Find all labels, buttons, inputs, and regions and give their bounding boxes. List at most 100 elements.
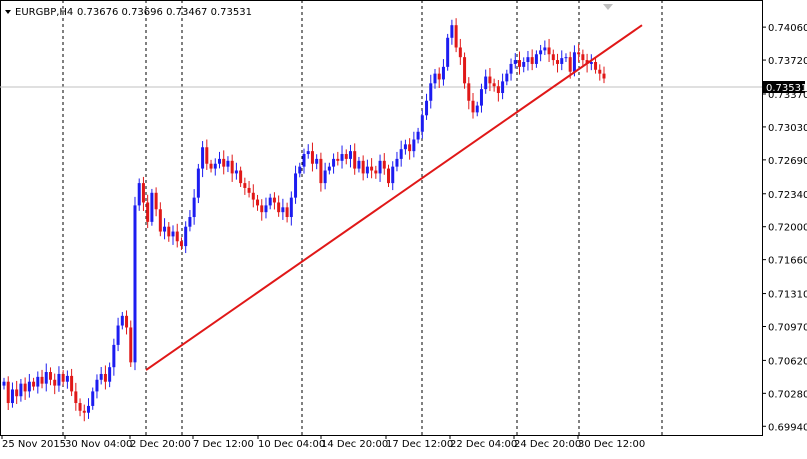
candle-body [463, 57, 467, 84]
candle-body [315, 158, 319, 164]
candle-body [201, 147, 205, 169]
candle-body [471, 100, 475, 113]
candle-body [433, 73, 437, 84]
candle-body [78, 403, 82, 411]
candle-body [116, 325, 120, 345]
x-tick-label: 17 Dec 12:00 [386, 439, 453, 450]
candle-body [74, 391, 78, 404]
y-tick-label: 0.69940 [768, 422, 807, 433]
candle-body [70, 375, 74, 392]
y-tick-label: 0.70280 [768, 389, 807, 400]
candle-body [450, 25, 454, 38]
candle-body [294, 173, 298, 198]
shift-marker-icon[interactable] [603, 4, 613, 10]
candle-body [108, 367, 112, 382]
candle-body [234, 170, 238, 174]
candle-body [65, 375, 69, 382]
candle-body [82, 410, 86, 413]
candle-body [602, 73, 606, 79]
candle-body [298, 166, 302, 174]
candle-body [137, 183, 141, 206]
candle-body [391, 166, 395, 184]
candle-body [425, 100, 429, 116]
candle-body [581, 54, 585, 61]
candle-body [163, 226, 167, 232]
candles-group [2, 18, 606, 422]
candle-body [95, 379, 99, 392]
candle-body [19, 383, 23, 397]
candle-body [437, 73, 441, 80]
candle-body [585, 60, 589, 64]
candle-body [306, 151, 310, 155]
candle-body [2, 381, 6, 386]
candle-body [340, 154, 344, 161]
candle-body [167, 226, 171, 237]
candle-body [175, 231, 179, 242]
candle-body [44, 372, 48, 384]
candle-body [192, 197, 196, 218]
candle-body [323, 170, 327, 184]
x-tick-label: 24 Dec 20:00 [514, 439, 581, 450]
candle-body [509, 63, 513, 74]
plot-area[interactable] [0, 0, 763, 436]
candle-body [568, 57, 572, 72]
candle-body [378, 160, 382, 174]
candle-body [125, 315, 129, 328]
candle-body [517, 60, 521, 67]
current-price-label: 0.73531 [766, 83, 807, 94]
candle-body [467, 83, 471, 101]
candle-body [277, 202, 281, 213]
x-tick-label: 2 Dec 20:00 [130, 439, 191, 450]
candle-body [239, 170, 243, 184]
candle-body [332, 158, 336, 167]
dropdown-triangle-icon[interactable] [5, 10, 11, 14]
x-tick-label: 30 Dec 12:00 [578, 439, 645, 450]
candle-body [416, 131, 420, 140]
candle-body [547, 47, 551, 55]
candle-body [594, 62, 598, 70]
candle-body [370, 166, 374, 171]
candle-body [564, 57, 568, 59]
candle-body [598, 69, 602, 74]
candle-body [344, 154, 348, 159]
candle-body [534, 54, 538, 64]
candle-body [454, 25, 458, 48]
candle-body [91, 391, 95, 406]
candle-body [572, 52, 576, 72]
candle-body [353, 151, 357, 169]
candle-body [99, 373, 103, 380]
candle-body [184, 226, 188, 247]
trendline[interactable] [145, 24, 643, 371]
candle-body [103, 373, 107, 382]
y-tick-label: 0.72000 [768, 223, 807, 234]
candle-body [281, 207, 285, 213]
candle-body [319, 158, 323, 184]
candle-body [32, 381, 36, 387]
candle-body [551, 54, 555, 61]
candle-body [48, 372, 52, 380]
y-tick-label: 0.71660 [768, 256, 807, 267]
candle-body [310, 151, 314, 164]
candle-body [382, 160, 386, 169]
period-separators [62, 0, 663, 435]
candle-body [251, 192, 255, 200]
candle-body [365, 166, 369, 174]
candle-body [522, 62, 526, 67]
y-tick-label: 0.74060 [768, 23, 807, 34]
y-tick-label: 0.73370 [768, 90, 807, 101]
candle-body [348, 151, 352, 159]
candle-body [260, 205, 264, 213]
x-tick-label: 14 Dec 20:00 [321, 439, 388, 450]
candle-body [133, 205, 137, 363]
candle-body [501, 81, 505, 94]
candle-body [475, 105, 479, 113]
candle-body [87, 405, 91, 413]
candle-body [36, 376, 40, 387]
candle-body [289, 197, 293, 218]
candle-body [264, 205, 268, 213]
candle-body [556, 60, 560, 64]
x-tick-label: 25 Nov 2015 [2, 439, 66, 450]
candle-body [302, 154, 306, 167]
